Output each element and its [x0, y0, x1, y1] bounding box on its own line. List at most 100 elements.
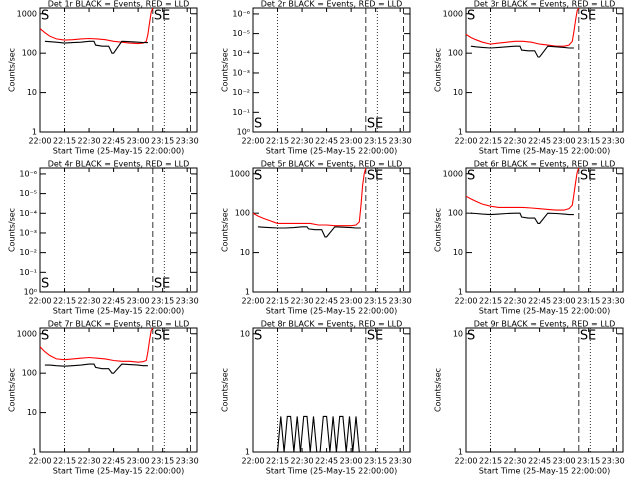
y-tick-label: 1000 [17, 329, 37, 338]
y-tick-label: 10⁻³ [19, 228, 37, 237]
y-tick-label: 100 [22, 369, 37, 378]
x-tick-label: 23:15 [577, 457, 600, 466]
marker-label: S [254, 117, 262, 132]
panel: Det 8r BLACK = Events, RED = LLD Counts/s… [221, 320, 412, 476]
y-tick-label: 10⁻¹ [232, 108, 250, 117]
x-tick-label: 22:30 [78, 457, 101, 466]
y-tick-label: 10 [453, 248, 463, 257]
y-axis-label: Counts/sec [434, 208, 443, 252]
x-tick-label: 22:00 [241, 137, 264, 146]
y-tick-label: 1 [32, 128, 37, 137]
plot-frame [465, 167, 624, 293]
x-tick-label: 23:00 [127, 137, 150, 146]
panel: Det 3r BLACK = Events, RED = LLD Counts/s… [434, 0, 625, 156]
x-axis-label: Start Time (25-May-15 22:00:00) [53, 147, 184, 156]
y-tick-label: 10 [240, 329, 250, 338]
marker-label: E [588, 169, 596, 184]
x-tick-label: 22:15 [479, 297, 502, 306]
x-axis-label: Start Time (25-May-15 22:00:00) [479, 307, 610, 316]
x-tick-label: 23:30 [602, 457, 625, 466]
x-tick-label: 22:00 [241, 457, 264, 466]
y-axis-label: Counts/sec [434, 48, 443, 92]
chart-title: Det 9r BLACK = Events, RED = LLD [474, 320, 616, 329]
marker-label: S [367, 329, 375, 344]
marker-label: E [588, 9, 596, 24]
marker-label: S [367, 117, 375, 132]
y-axis-label: Counts/sec [8, 208, 17, 252]
series-line [465, 167, 580, 211]
y-tick-label: 1000 [443, 169, 463, 178]
x-axis-label: Start Time (25-May-15 22:00:00) [53, 467, 184, 476]
marker-label: S [467, 329, 475, 344]
y-tick-label: 1 [32, 448, 37, 457]
plot-frame [252, 167, 411, 293]
x-axis-label: Start Time (25-May-15 22:00:00) [479, 467, 610, 476]
marker-label: S [580, 329, 588, 344]
marker-label: E [162, 9, 170, 24]
y-tick-label: 1000 [230, 169, 250, 178]
y-axis-label: Counts/sec [8, 368, 17, 412]
y-tick-label: 10 [240, 248, 250, 257]
x-tick-label: 22:45 [315, 137, 338, 146]
y-tick-label: 10⁻⁶ [232, 9, 250, 18]
y-tick-label: 10⁻⁶ [19, 169, 37, 178]
x-tick-label: 23:00 [553, 457, 576, 466]
marker-label: E [588, 329, 596, 344]
y-tick-label: 1 [245, 288, 250, 297]
y-tick-label: 10⁰ [237, 128, 250, 137]
y-tick-label: 10⁻¹ [19, 268, 37, 277]
x-tick-label: 22:30 [504, 457, 527, 466]
x-tick-label: 22:00 [454, 137, 477, 146]
x-tick-label: 23:00 [127, 297, 150, 306]
panel: Det 1r BLACK = Events, RED = LLD Counts/s… [8, 0, 199, 156]
marker-label: E [375, 117, 383, 132]
series-line [276, 415, 360, 453]
plot-frame [252, 327, 411, 453]
y-tick-label: 10⁰ [24, 288, 37, 297]
marker-label: S [254, 329, 262, 344]
marker-label: E [375, 329, 383, 344]
y-tick-label: 10 [453, 88, 463, 97]
marker-label: S [41, 329, 49, 344]
x-tick-label: 22:15 [53, 137, 76, 146]
x-tick-label: 22:00 [241, 297, 264, 306]
plot-frame [39, 167, 198, 293]
x-tick-label: 22:00 [28, 457, 51, 466]
x-tick-label: 23:30 [176, 137, 199, 146]
x-axis-label: Start Time (25-May-15 22:00:00) [53, 307, 184, 316]
y-tick-label: 100 [22, 49, 37, 58]
x-tick-label: 23:00 [340, 297, 363, 306]
y-tick-label: 10⁻⁵ [232, 29, 250, 38]
x-tick-label: 22:00 [454, 457, 477, 466]
x-axis-label: Start Time (25-May-15 22:00:00) [266, 147, 397, 156]
x-tick-label: 23:30 [389, 137, 412, 146]
marker-label: E [162, 277, 170, 292]
series-line [465, 7, 580, 47]
x-tick-label: 23:30 [389, 297, 412, 306]
series-line [39, 327, 154, 363]
x-tick-label: 22:45 [528, 457, 551, 466]
x-tick-label: 22:00 [454, 297, 477, 306]
chart-title: Det 4r BLACK = Events, RED = LLD [48, 160, 190, 169]
marker-label: S [580, 9, 588, 24]
x-axis-label: Start Time (25-May-15 22:00:00) [479, 147, 610, 156]
y-tick-label: 1 [458, 288, 463, 297]
y-axis-label: Counts/sec [8, 48, 17, 92]
y-tick-label: 1000 [443, 9, 463, 18]
x-tick-label: 23:00 [127, 457, 150, 466]
chart-title: Det 8r BLACK = Events, RED = LLD [261, 320, 403, 329]
x-tick-label: 23:15 [364, 137, 387, 146]
x-tick-label: 23:30 [176, 297, 199, 306]
x-tick-label: 23:00 [340, 457, 363, 466]
x-axis-label: Start Time (25-May-15 22:00:00) [266, 307, 397, 316]
y-tick-label: 100 [235, 209, 250, 218]
y-axis-label: Counts/sec [434, 368, 443, 412]
marker-label: S [41, 277, 49, 292]
chart-title: Det 5r BLACK = Events, RED = LLD [261, 160, 403, 169]
x-tick-label: 22:15 [53, 297, 76, 306]
plot-frame [252, 7, 411, 133]
y-axis-label: Counts/sec [221, 48, 230, 92]
x-tick-label: 23:15 [151, 457, 174, 466]
y-axis-label: Counts/sec [221, 208, 230, 252]
